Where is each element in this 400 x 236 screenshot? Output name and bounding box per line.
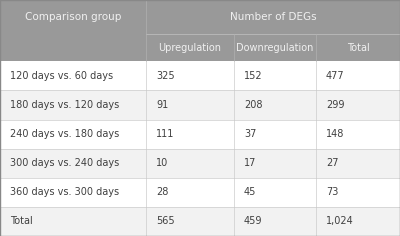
Text: 240 days vs. 180 days: 240 days vs. 180 days [10,129,119,139]
Bar [0,149,400,178]
Text: 73: 73 [326,187,338,197]
Bar [0,0,400,34]
Text: Total: Total [10,216,33,227]
Bar [0,90,400,120]
Text: 27: 27 [326,158,338,168]
Text: 152: 152 [244,71,263,81]
Text: 459: 459 [244,216,262,227]
Text: 325: 325 [156,71,175,81]
Text: 10: 10 [156,158,168,168]
Text: 28: 28 [156,187,168,197]
Text: Downregulation: Downregulation [236,43,314,53]
Bar [0,120,400,149]
Text: 111: 111 [156,129,174,139]
Text: Comparison group: Comparison group [25,12,121,22]
Text: 565: 565 [156,216,175,227]
Text: Total: Total [347,43,369,53]
Text: 148: 148 [326,129,344,139]
Bar [0,178,400,207]
Bar [0,207,400,236]
Text: 360 days vs. 300 days: 360 days vs. 300 days [10,187,119,197]
Text: 120 days vs. 60 days: 120 days vs. 60 days [10,71,113,81]
Text: Number of DEGs: Number of DEGs [230,12,316,22]
Text: 300 days vs. 240 days: 300 days vs. 240 days [10,158,119,168]
Text: 1,024: 1,024 [326,216,354,227]
Text: 17: 17 [244,158,256,168]
Text: 299: 299 [326,100,344,110]
Text: 91: 91 [156,100,168,110]
Text: 208: 208 [244,100,262,110]
Bar [0,34,400,61]
Bar [0,61,400,90]
Text: Upregulation: Upregulation [158,43,222,53]
Text: 37: 37 [244,129,256,139]
Text: 180 days vs. 120 days: 180 days vs. 120 days [10,100,119,110]
Text: 477: 477 [326,71,345,81]
Text: 45: 45 [244,187,256,197]
